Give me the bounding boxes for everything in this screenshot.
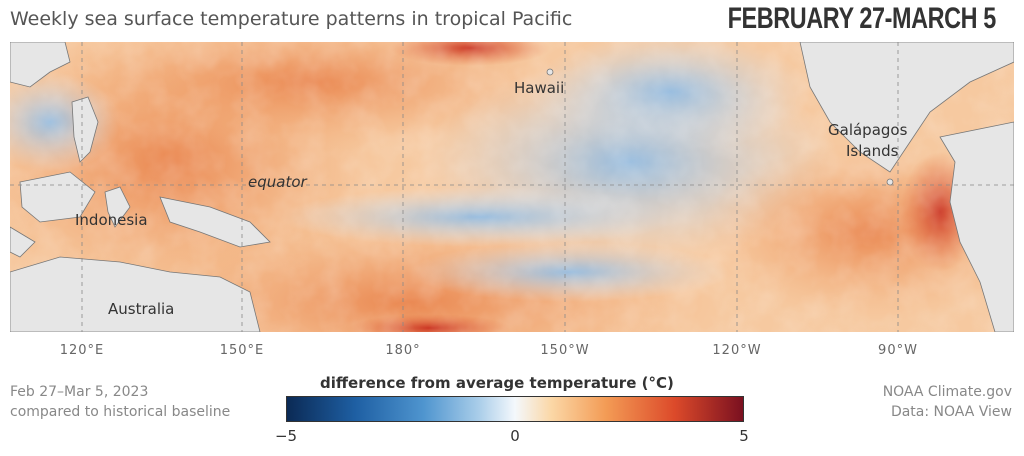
sst-anomaly-map: Hawaii Galápagos Islands equator Indones… [10, 42, 1014, 332]
legend-mid-label: 0 [510, 427, 520, 445]
label-hawaii: Hawaii [514, 79, 564, 97]
land-australia [10, 256, 261, 332]
longitude-label-120e: 120°E [59, 343, 105, 358]
land-central-america [799, 42, 1014, 173]
graticule [10, 42, 1014, 332]
land-sumatra [10, 226, 36, 258]
credit-text: NOAA Climate.gov [882, 384, 1012, 400]
date-range-text: Feb 27–Mar 5, 2023 [10, 384, 149, 400]
legend-title: difference from average temperature (°C) [320, 374, 674, 392]
label-equator: equator [248, 173, 308, 191]
longitude-label-150w: 150°W [540, 343, 590, 358]
label-australia: Australia [108, 300, 174, 318]
legend-colorbar [286, 396, 744, 422]
label-galapagos-line2: Islands [846, 142, 899, 160]
longitude-label-150e: 150°E [219, 343, 265, 358]
land-south-america [939, 121, 1014, 332]
land-hawaii [546, 68, 554, 76]
land-galapagos [886, 178, 894, 186]
date-headline: FEBRUARY 27-MARCH 5 [727, 2, 997, 35]
land-philippines [71, 96, 99, 163]
land-sulawesi [104, 186, 131, 228]
landmasses [10, 42, 1014, 332]
land-asia [10, 42, 71, 88]
map-title: Weekly sea surface temperature patterns … [10, 8, 573, 30]
longitude-label-120w: 120°W [712, 343, 762, 358]
label-galapagos-line1: Galápagos [828, 121, 908, 139]
legend-min-label: −5 [274, 427, 298, 445]
label-indonesia: Indonesia [75, 211, 148, 229]
data-source-text: Data: NOAA View [890, 404, 1012, 420]
land-new-guinea [159, 196, 271, 248]
longitude-label-180: 180° [385, 343, 421, 358]
legend-max-label: 5 [739, 427, 749, 445]
baseline-text: compared to historical baseline [10, 404, 231, 420]
land-borneo [19, 171, 96, 223]
longitude-label-90w: 90°W [878, 343, 918, 358]
